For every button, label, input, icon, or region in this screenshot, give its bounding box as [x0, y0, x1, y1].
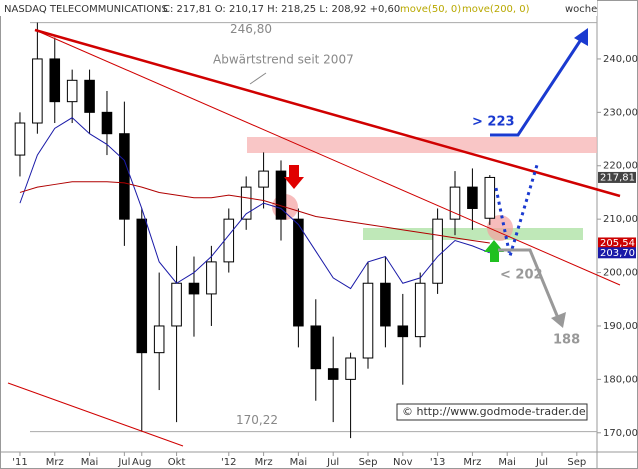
candle-body — [49, 58, 61, 103]
level-label: 246,80 — [230, 22, 272, 36]
candle-body — [136, 218, 148, 354]
moving-average — [19, 181, 490, 244]
pointer — [249, 72, 267, 85]
candle-body — [32, 58, 43, 124]
candle-body — [66, 79, 78, 103]
price-tag-label: 217,81 — [600, 172, 635, 183]
y-tick-label: 220,00 — [603, 161, 638, 172]
x-tick-label: Mrz — [255, 457, 273, 468]
scenario-arrow — [490, 37, 584, 137]
level-label: 170,22 — [236, 413, 278, 427]
scenario-path — [494, 164, 539, 257]
x-tick-label: Mrz — [46, 457, 64, 468]
quote: C: 217,81 O: 210,17 H: 218,25 L: 208,92 … — [163, 4, 400, 15]
x-tick-label: Sep — [567, 457, 586, 468]
candle-body — [119, 133, 130, 220]
candle-body — [14, 122, 26, 156]
y-tick-label: 200,00 — [603, 268, 638, 279]
candle-body — [397, 325, 409, 338]
copyright-box — [396, 403, 588, 421]
candle-body — [484, 176, 496, 219]
trend-line — [34, 28, 621, 198]
x-tick-label: Mai — [290, 457, 308, 468]
x-tick-label: '12 — [221, 457, 236, 468]
annotation: < 202 — [500, 268, 543, 283]
candle-body — [293, 218, 304, 327]
price-tag — [598, 171, 636, 183]
candle-body — [153, 325, 165, 354]
x-tick-label: Jul — [535, 457, 548, 468]
candle-body — [449, 186, 461, 220]
price-tag-label: 203,70 — [600, 248, 635, 259]
moving-average — [19, 117, 490, 290]
x-tick-label: Mai — [498, 457, 516, 468]
candle-body — [380, 282, 391, 327]
candle-body — [275, 170, 287, 220]
header-bg — [0, 0, 597, 16]
y-tick-label: 180,00 — [603, 374, 638, 385]
x-tick-label: Jul — [117, 457, 130, 468]
candle-body — [258, 170, 269, 188]
chart-title: NASDAQ TELECOMMUNICATIONS — [4, 4, 168, 15]
candle-body — [467, 186, 478, 209]
legend-entry: move(50, 0) — [400, 4, 461, 15]
y-tick-label: 190,00 — [603, 321, 638, 332]
candle-body — [310, 325, 322, 370]
x-tick-label: Aug — [132, 457, 152, 468]
x-tick-label: Okt — [168, 457, 186, 468]
price-tag-label: 205,54 — [600, 238, 635, 249]
x-tick-label: Nov — [393, 457, 413, 468]
price-tag — [598, 237, 636, 249]
y-tick-label: 170,00 — [603, 428, 638, 439]
y-tick-label: 230,00 — [603, 107, 638, 118]
x-tick-label: Sep — [359, 457, 378, 468]
candle-body — [362, 282, 374, 359]
marker-circle — [487, 215, 513, 241]
candle-body — [206, 261, 217, 295]
legend-entry: move(200, 0) — [462, 4, 530, 15]
trend-line — [34, 29, 621, 286]
y-tick-label: 240,00 — [603, 54, 638, 65]
x-tick-label: Jul — [326, 457, 339, 468]
down-arrow — [284, 165, 304, 189]
candle-body — [432, 218, 443, 284]
trend-line — [7, 382, 184, 447]
arrow-head — [574, 28, 588, 46]
arrow-head — [551, 312, 566, 328]
period: woche — [565, 4, 597, 15]
up-arrow — [484, 240, 504, 262]
candle-body — [223, 218, 235, 263]
candle-body — [171, 282, 182, 327]
candle-body — [414, 282, 426, 338]
annotation: > 223 — [472, 115, 515, 130]
copyright: © http://www.godmode-trader.de — [402, 405, 586, 418]
scenario-arrow — [498, 248, 560, 319]
support-zone — [363, 228, 583, 240]
candle-body — [240, 186, 252, 220]
candle-body — [188, 282, 200, 295]
candle-body — [84, 79, 95, 113]
x-tick-label: Mrz — [463, 457, 481, 468]
candle-body — [101, 111, 113, 135]
candle-body — [345, 357, 356, 380]
x-tick-label: Mai — [81, 457, 99, 468]
resistance-zone — [247, 137, 597, 153]
y-tick-label: 210,00 — [603, 214, 638, 225]
candle-body — [327, 368, 339, 380]
annotation: 188 — [553, 333, 580, 348]
price-tag — [598, 247, 636, 259]
x-tick-label: '11 — [12, 457, 27, 468]
annotation: Abwärtstrend seit 2007 — [213, 53, 354, 67]
x-tick-label: '13 — [430, 457, 445, 468]
